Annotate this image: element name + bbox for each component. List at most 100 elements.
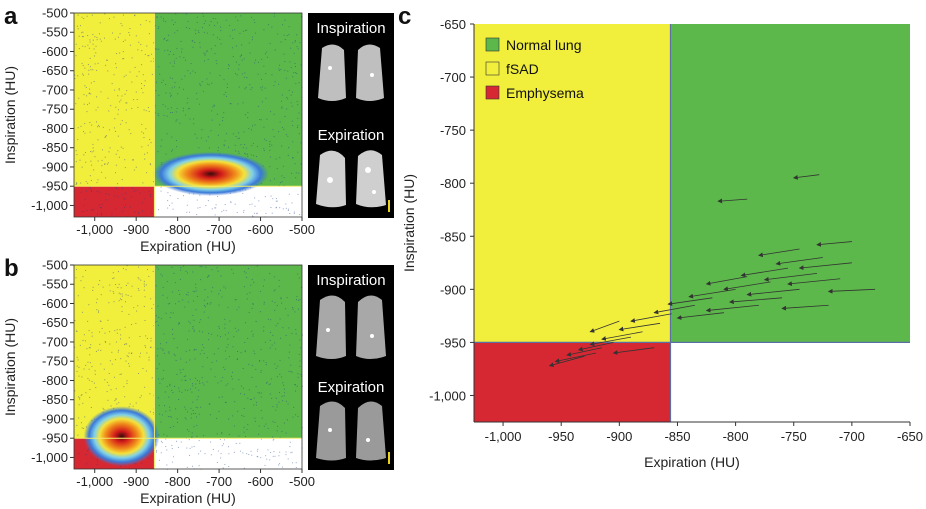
legend: Normal lung fSAD Emphysema xyxy=(485,37,584,101)
x-axis-label: Expiration (HU) xyxy=(644,454,740,470)
x-tick-label: -750 xyxy=(781,429,807,444)
arrow-10 xyxy=(723,281,771,292)
y-tick-label: -850 xyxy=(42,140,68,155)
scale-bar-a xyxy=(388,200,390,212)
legend-normal-lung-swatch xyxy=(485,37,500,52)
y-tick-label: -500 xyxy=(42,6,68,21)
region-fsad xyxy=(474,24,671,343)
y-tick-label: -1,000 xyxy=(31,198,68,213)
y-tick-label: -800 xyxy=(42,121,68,136)
region-normal-lung xyxy=(670,24,910,343)
arrow-17 xyxy=(653,304,695,315)
y-tick-label: -600 xyxy=(42,296,68,311)
y-tick-label: -750 xyxy=(42,102,68,117)
density-blob xyxy=(152,151,269,196)
x-tick-label: -700 xyxy=(206,222,232,237)
panel-label-c: c xyxy=(398,3,411,30)
x-tick-label: -900 xyxy=(123,222,149,237)
y-tick-label: -950 xyxy=(42,179,68,194)
y-tick-label: -800 xyxy=(440,176,466,191)
y-tick-label: -850 xyxy=(440,229,466,244)
y-axis-label: Inspiration (HU) xyxy=(2,66,18,164)
arrow-13 xyxy=(688,288,736,299)
arrow-12 xyxy=(746,288,800,297)
y-tick-label: -1,000 xyxy=(429,388,466,403)
y-tick-label: -800 xyxy=(42,373,68,388)
arrow-28 xyxy=(612,347,655,355)
x-tick-label: -800 xyxy=(165,474,191,489)
arrow-19 xyxy=(676,312,725,320)
scale-bar-b xyxy=(388,452,390,464)
y-tick-label: -700 xyxy=(42,82,68,97)
arrow-14 xyxy=(728,297,783,305)
ct-expiration-label-a: Expiration xyxy=(318,127,385,144)
density-blob xyxy=(83,406,160,467)
arrow-25 xyxy=(566,347,602,357)
legend-emphysema-swatch xyxy=(485,85,500,100)
arrow-1 xyxy=(717,198,748,204)
y-tick-label: -850 xyxy=(42,392,68,407)
region-unclassified xyxy=(154,438,302,469)
arrow-29 xyxy=(589,320,620,333)
legend-fsad-swatch xyxy=(485,61,500,76)
y-tick-label: -1,000 xyxy=(31,450,68,465)
arrow-chart-panel-c: -1,000 -950 -900 -850 -800 -750 -700 -650 -650 -7… xyxy=(401,17,923,470)
legend-emphysema-label: Emphysema xyxy=(506,85,584,101)
x-tick-label: -900 xyxy=(606,429,632,444)
y-tick-label: -700 xyxy=(440,70,466,85)
arrow-21 xyxy=(618,322,661,332)
arrow-6 xyxy=(740,267,788,278)
arrow-3 xyxy=(758,248,800,258)
x-tick-label: -1,000 xyxy=(485,429,522,444)
ct-expiration-label-b: Expiration xyxy=(318,379,385,396)
arrow-7 xyxy=(763,273,818,282)
lung-image-inspiration-a xyxy=(318,44,384,101)
x-tick-label: -850 xyxy=(664,429,690,444)
arrow-20 xyxy=(630,313,672,323)
y-tick-label: -900 xyxy=(440,282,466,297)
x-tick-label: -600 xyxy=(248,474,274,489)
plot-frame xyxy=(73,12,303,218)
arrow-11 xyxy=(827,288,876,294)
region-normal-lung xyxy=(154,265,302,439)
x-axis-label: Expiration (HU) xyxy=(140,238,236,254)
y-tick-label: -500 xyxy=(42,258,68,273)
x-tick-label: -500 xyxy=(289,474,315,489)
lung-image-expiration-a xyxy=(316,150,386,208)
y-tick-label: -650 xyxy=(42,315,68,330)
y-tick-label: -550 xyxy=(42,25,68,40)
arrow-16 xyxy=(705,304,759,313)
heatmap-panel-a: -1,000 -900 -800 -700 -600 -500 -500 -550 -600 -6… xyxy=(2,6,315,255)
arrow-4 xyxy=(775,257,823,266)
arrow-series xyxy=(548,174,876,368)
x-tick-label: -1,000 xyxy=(76,474,113,489)
y-tick-label: -600 xyxy=(42,44,68,59)
ct-panel-a: Inspiration Expiration xyxy=(308,13,394,218)
y-axis-label: Inspiration (HU) xyxy=(2,318,18,416)
x-tick-label: -700 xyxy=(839,429,865,444)
x-tick-label: -700 xyxy=(206,474,232,489)
panel-label-a: a xyxy=(4,3,18,30)
y-tick-label: -900 xyxy=(42,159,68,174)
arrow-2 xyxy=(816,241,852,247)
region-fsad xyxy=(74,13,155,187)
x-tick-label: -800 xyxy=(723,429,749,444)
y-tick-label: -650 xyxy=(42,63,68,78)
panel-label-b: b xyxy=(4,255,19,282)
y-tick-label: -650 xyxy=(440,17,466,32)
x-tick-label: -1,000 xyxy=(76,222,113,237)
ct-panel-b: Inspiration Expiration xyxy=(308,265,394,470)
arrow-8 xyxy=(705,276,748,286)
y-tick-label: -550 xyxy=(42,277,68,292)
y-axis-label: Inspiration (HU) xyxy=(401,174,417,272)
arrow-26 xyxy=(554,352,597,364)
y-tick-label: -700 xyxy=(42,334,68,349)
legend-fsad-label: fSAD xyxy=(506,61,539,77)
y-tick-label: -750 xyxy=(440,123,466,138)
x-axis-label: Expiration (HU) xyxy=(140,490,236,506)
legend-normal-lung-label: Normal lung xyxy=(506,37,581,53)
arrow-22 xyxy=(601,331,643,341)
y-tick-label: -950 xyxy=(440,335,466,350)
arrow-15 xyxy=(667,297,713,306)
